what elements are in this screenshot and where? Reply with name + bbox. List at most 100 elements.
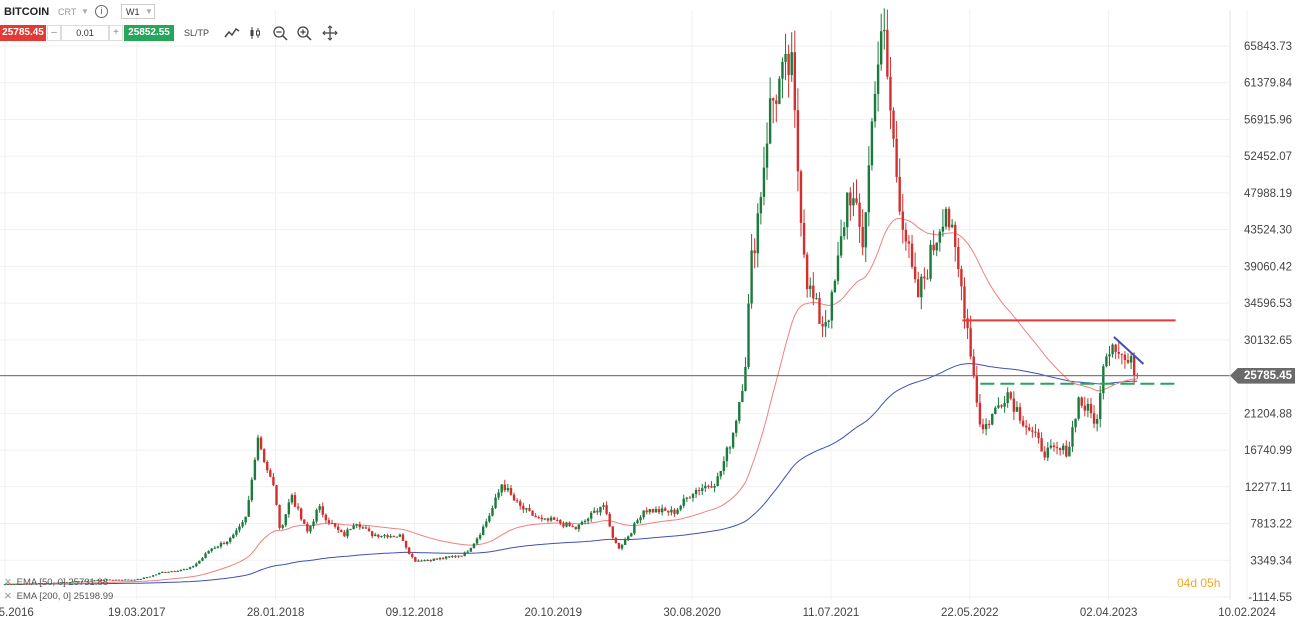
candle-body bbox=[978, 402, 982, 425]
sell-button[interactable]: 25785.45 bbox=[0, 25, 46, 41]
candle-body bbox=[1052, 445, 1056, 448]
candle-body bbox=[222, 543, 226, 545]
candle-body bbox=[68, 582, 71, 584]
candle-body bbox=[1120, 353, 1124, 355]
ema-200-legend: ✕ EMA [200, 0] 25198.99 bbox=[4, 591, 113, 602]
candle-body bbox=[583, 520, 587, 522]
candle-body bbox=[395, 536, 399, 538]
candle-body bbox=[1049, 445, 1053, 448]
candle-body bbox=[374, 534, 377, 537]
quantity-increase-button[interactable]: + bbox=[109, 25, 123, 41]
candle-body bbox=[142, 577, 146, 579]
candle-body bbox=[269, 470, 272, 477]
timeframe-dropdown-icon[interactable]: ▼ bbox=[145, 7, 153, 16]
symbol-label[interactable]: BITCOIN bbox=[4, 6, 50, 18]
candle-body bbox=[596, 510, 599, 513]
candle-body bbox=[80, 581, 84, 583]
candle-body bbox=[645, 510, 648, 513]
candle-body bbox=[500, 484, 503, 493]
candle-body bbox=[1095, 419, 1099, 424]
candle-body bbox=[62, 582, 65, 584]
candle-body bbox=[904, 229, 908, 242]
line-chart-icon[interactable] bbox=[224, 25, 240, 41]
y-tick-label: -1114.55 bbox=[1248, 592, 1292, 604]
candle-body bbox=[148, 576, 152, 578]
candle-body bbox=[256, 437, 260, 460]
remove-ema-200-icon[interactable]: ✕ bbox=[4, 591, 12, 602]
candle-body bbox=[568, 522, 571, 527]
candle-body bbox=[179, 570, 183, 572]
candle-body bbox=[1126, 360, 1130, 363]
candle-body bbox=[494, 497, 497, 508]
candle-body bbox=[775, 100, 778, 104]
candle-body bbox=[201, 557, 204, 561]
candle-body bbox=[50, 582, 53, 584]
timeframe-select[interactable]: W1 bbox=[121, 4, 155, 19]
candle-body bbox=[330, 522, 334, 524]
y-tick-label: 56915.96 bbox=[1244, 114, 1292, 126]
candle-body bbox=[756, 213, 759, 254]
candle-body bbox=[1062, 445, 1065, 451]
info-icon[interactable]: i bbox=[95, 5, 108, 18]
y-tick-label: 65843.73 bbox=[1244, 41, 1292, 53]
candle-body bbox=[852, 198, 855, 206]
candle-body bbox=[253, 459, 257, 480]
zoom-out-icon[interactable] bbox=[272, 25, 288, 41]
candle-body bbox=[235, 530, 238, 535]
candle-body bbox=[1092, 413, 1096, 424]
candle-body bbox=[515, 500, 519, 502]
x-tick-label: 09.12.2018 bbox=[386, 607, 444, 619]
x-axis: 24.05.2016 19.03.2017 28.01.2018 09.12.2018… bbox=[0, 607, 1276, 619]
candle-body bbox=[926, 278, 929, 280]
candle-body bbox=[361, 527, 365, 529]
candle-body bbox=[266, 462, 269, 471]
candle-body bbox=[670, 509, 673, 513]
candle-body bbox=[195, 563, 198, 567]
candle-body bbox=[552, 517, 556, 520]
candle-body bbox=[984, 423, 988, 430]
candle-body bbox=[262, 449, 266, 463]
candle-body bbox=[648, 509, 651, 513]
buy-button[interactable]: 25852.55 bbox=[124, 25, 174, 41]
account-type-dropdown-icon[interactable]: ▼ bbox=[81, 7, 89, 16]
quantity-decrease-button[interactable]: – bbox=[47, 25, 61, 41]
candle-body bbox=[71, 581, 75, 583]
ema-200-value: 25198.99 bbox=[73, 591, 114, 602]
candle-body bbox=[358, 524, 361, 528]
candle-body bbox=[657, 509, 661, 513]
crosshair-icon[interactable] bbox=[322, 25, 338, 41]
remove-ema-50-icon[interactable]: ✕ bbox=[4, 577, 12, 588]
candle-countdown: 04d 05h bbox=[1177, 576, 1221, 590]
zoom-in-icon[interactable] bbox=[296, 25, 312, 41]
candle-body bbox=[849, 192, 852, 206]
candle-body bbox=[954, 224, 957, 248]
candle-body bbox=[586, 518, 590, 521]
candle-body bbox=[324, 514, 328, 521]
y-tick-label: 21204.88 bbox=[1244, 408, 1292, 420]
candle-body bbox=[713, 486, 716, 488]
candle-body bbox=[608, 513, 611, 527]
candle-body bbox=[423, 560, 426, 562]
candle-body bbox=[867, 165, 871, 213]
candle-body bbox=[660, 508, 664, 513]
ema-50-path bbox=[5, 217, 1138, 585]
candle-body bbox=[719, 470, 722, 477]
candle-body bbox=[457, 555, 460, 557]
candle-body bbox=[488, 515, 491, 522]
ema-200-path bbox=[5, 363, 1138, 585]
candle-body bbox=[987, 423, 991, 425]
candle-body bbox=[293, 495, 297, 507]
account-type-label[interactable]: CRT bbox=[58, 7, 77, 17]
quantity-input[interactable]: 0.01 bbox=[61, 25, 109, 41]
candle-body bbox=[117, 579, 121, 581]
candle-body bbox=[13, 583, 16, 585]
candle-body bbox=[768, 98, 772, 144]
candlestick-icon[interactable] bbox=[248, 25, 264, 41]
candle-body bbox=[519, 501, 522, 506]
candle-body bbox=[697, 490, 701, 492]
candle-body bbox=[287, 502, 291, 515]
sl-tp-button[interactable]: SL/TP bbox=[184, 28, 210, 38]
candle-body bbox=[1065, 445, 1068, 457]
candle-body bbox=[478, 535, 482, 539]
